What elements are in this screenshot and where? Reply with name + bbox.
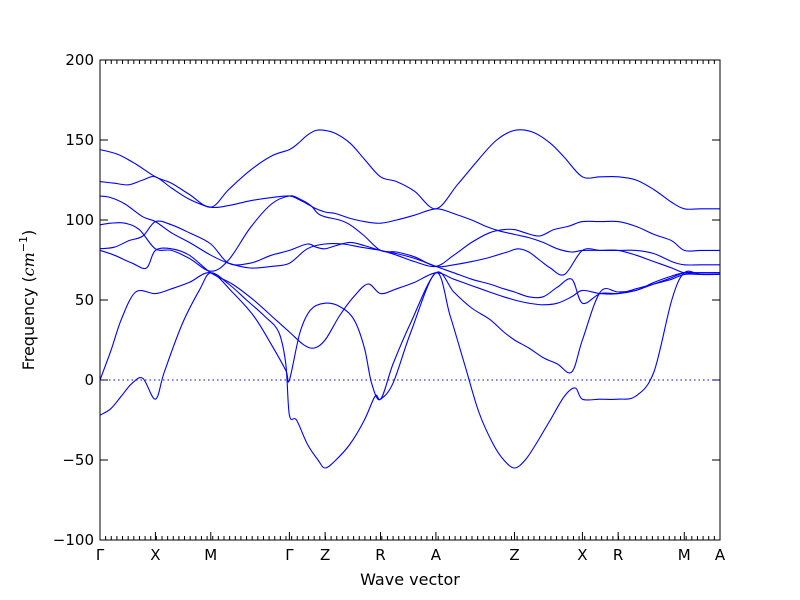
y-tick-label: 100 [65, 211, 94, 229]
y-axis-label-close: ) [19, 230, 38, 236]
band-line-4 [99, 195, 720, 276]
plot-frame [99, 59, 721, 541]
band-line-5 [99, 220, 720, 305]
band-lines [99, 129, 721, 469]
y-tick-label: 50 [75, 291, 94, 309]
x-tick-label: R [613, 546, 623, 564]
band-line-3 [99, 195, 720, 269]
band-line-2 [99, 175, 720, 266]
x-tick-label: Γ [285, 546, 294, 564]
axis-ticks [99, 59, 721, 541]
x-tick-label: Z [509, 546, 519, 564]
x-tick-label: Z [320, 546, 330, 564]
x-axis-label: Wave vector [360, 570, 460, 589]
x-tick-label: A [715, 546, 726, 564]
x-tick-label: Γ [96, 546, 105, 564]
y-axis-label-exponent: −1 [17, 236, 30, 252]
x-tick-label: M [678, 546, 691, 564]
y-tick-label: 200 [65, 51, 94, 69]
y-axis-label: Frequency (cm−1) [17, 230, 38, 371]
x-tick-label: X [150, 546, 160, 564]
x-tick-label: A [431, 546, 442, 564]
y-tick-label: −100 [53, 531, 94, 549]
y-tick-label: 150 [65, 131, 94, 149]
y-axis-label-text: Frequency ( [19, 276, 38, 370]
x-tick-label: R [375, 546, 385, 564]
x-tick-label: M [204, 546, 217, 564]
y-axis-label-unit: cm [19, 252, 38, 276]
y-tick-label: 0 [84, 371, 94, 389]
y-tick-label: −50 [62, 451, 94, 469]
band-line-6 [99, 247, 720, 349]
band-line-8 [99, 270, 721, 469]
y-tick-labels: −100 −50 0 50 100 150 200 [53, 51, 94, 549]
band-line-7 [99, 271, 720, 401]
band-line-1 [99, 129, 720, 210]
x-tick-label: X [577, 546, 587, 564]
